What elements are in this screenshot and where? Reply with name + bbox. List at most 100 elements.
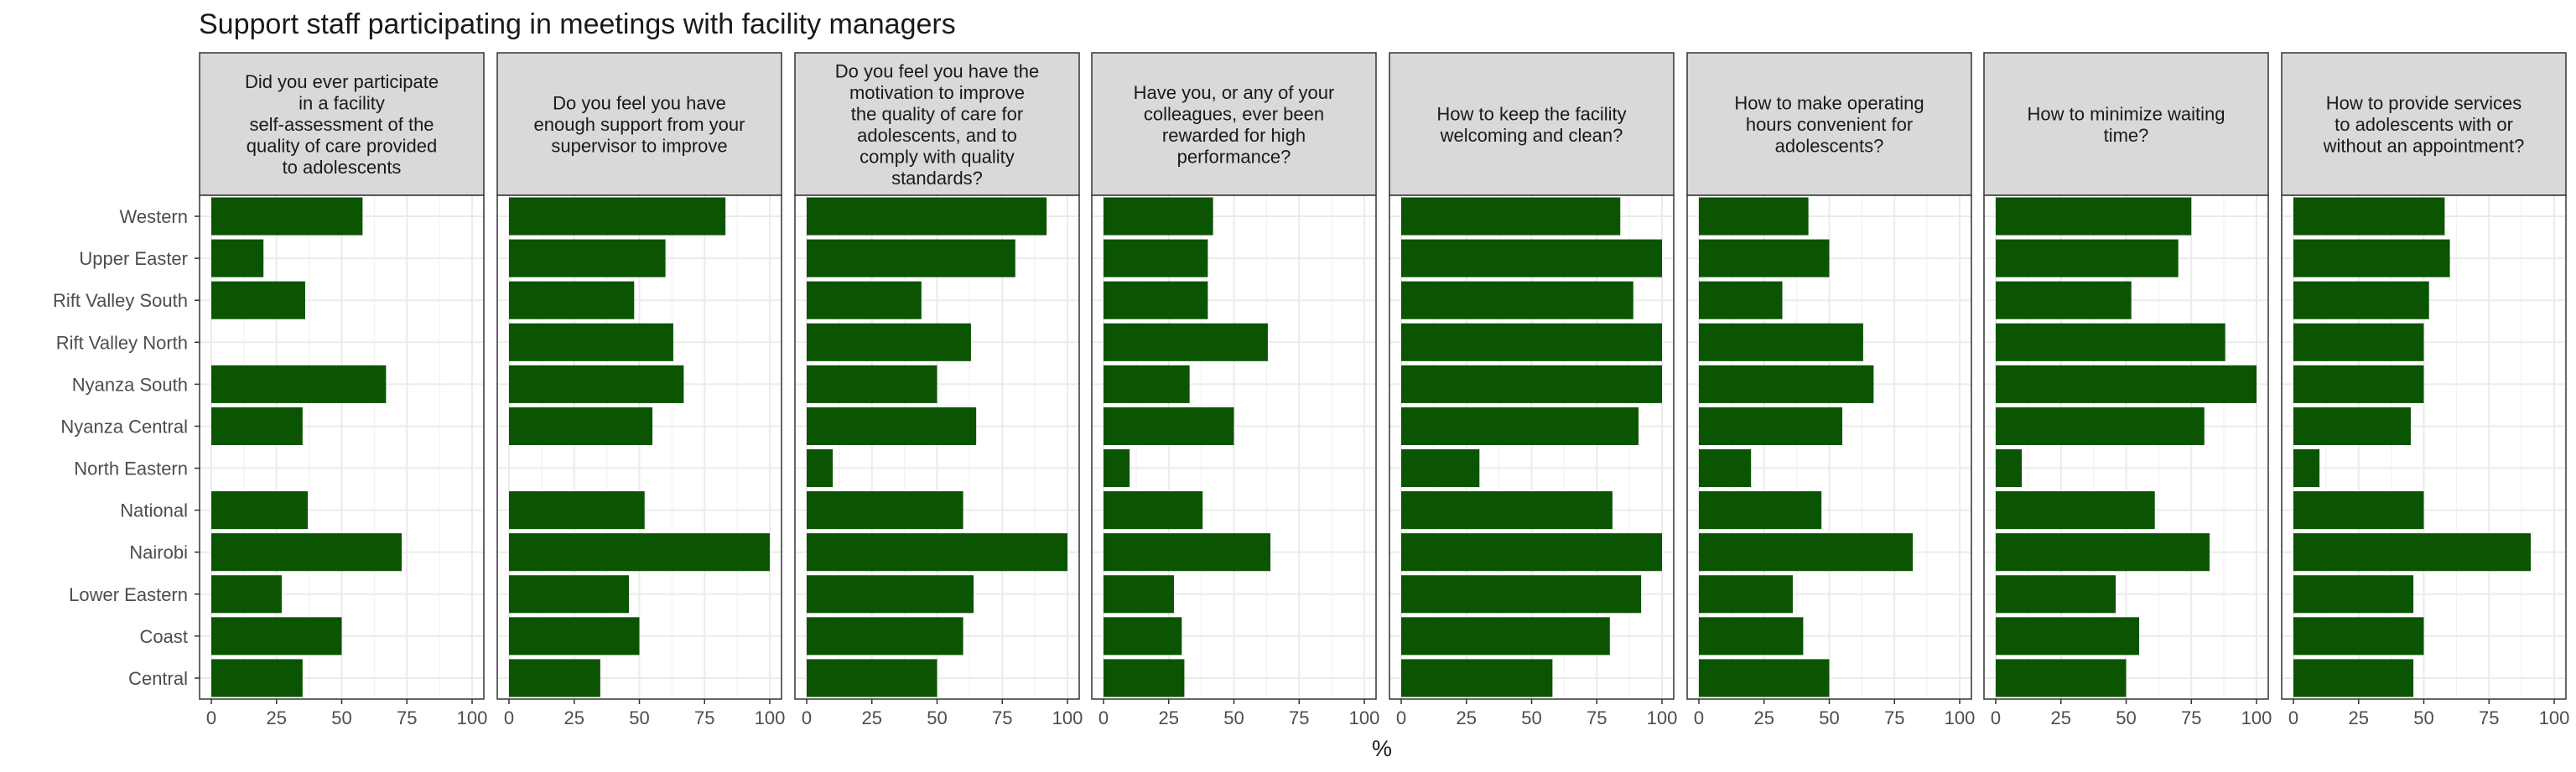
facet-strip <box>794 52 1080 196</box>
y-tick-label: North Eastern <box>74 459 188 479</box>
facet-strip-label: Have you, or any of your colleagues, ever… <box>1134 82 1335 168</box>
facet-strip-label: How to minimize waiting time? <box>2028 103 2225 146</box>
bar <box>1401 365 1662 403</box>
facet-panel: Do you feel you have enough support from … <box>496 52 785 728</box>
x-tick-label: 100 <box>2241 707 2272 728</box>
facet-strip-label: How to provide services to adolescents wi… <box>2323 93 2525 157</box>
facet-panel: How to keep the facility welcoming and cl… <box>1389 52 1677 728</box>
bar <box>1996 659 2127 697</box>
facet-panel: Did you ever participate in a facility sel… <box>199 52 488 728</box>
facet-panel: Have you, or any of your colleagues, ever… <box>1091 52 1380 728</box>
x-tick-label: 75 <box>694 707 714 728</box>
bar <box>1401 323 1662 361</box>
facet-strip-label: Do you feel you have the motivation to im… <box>835 60 1039 189</box>
bar <box>807 365 937 403</box>
bar <box>509 365 684 403</box>
x-tick-label: 75 <box>1289 707 1309 728</box>
bar <box>1996 491 2155 530</box>
facet-strip <box>1389 52 1675 196</box>
bar <box>1104 323 1268 361</box>
y-tick-label: Nyanza South <box>72 374 188 395</box>
x-tick-label: 0 <box>1694 707 1704 728</box>
bar <box>1996 407 2205 445</box>
facet-panels: Did you ever participate in a facility sel… <box>199 52 2569 728</box>
facet-panel: Do you feel you have the motivation to im… <box>794 52 1083 728</box>
x-tick-label: 75 <box>992 707 1012 728</box>
x-tick-label: 25 <box>862 707 882 728</box>
bar <box>1699 491 1822 530</box>
bar <box>807 197 1047 236</box>
bar <box>1401 239 1662 277</box>
bar <box>1104 239 1208 277</box>
bar <box>509 575 630 614</box>
bar <box>509 239 666 277</box>
bar <box>1699 323 1863 361</box>
bar <box>1996 575 2116 614</box>
bar <box>1104 407 1234 445</box>
bar <box>807 659 937 697</box>
bar <box>1401 197 1621 236</box>
bar <box>2293 239 2450 277</box>
bar <box>1104 449 1130 488</box>
facet-panel: How to make operating hours convenient fo… <box>1686 52 1976 728</box>
bar <box>2293 533 2532 572</box>
bar <box>211 533 402 572</box>
y-tick-label: Lower Eastern <box>69 584 188 605</box>
x-tick-label: 100 <box>1349 707 1380 728</box>
bar <box>1699 449 1752 488</box>
bar <box>2293 281 2429 319</box>
facet-strip-label: Do you feel you have enough support from … <box>534 93 745 157</box>
bar <box>1401 617 1610 655</box>
bar <box>2293 197 2445 236</box>
facet-strip-label: Did you ever participate in a facility sel… <box>245 71 439 178</box>
bar <box>211 617 342 655</box>
bar <box>807 323 971 361</box>
bar <box>1401 491 1613 530</box>
bar <box>2293 491 2424 530</box>
bar <box>1104 617 1182 655</box>
bar <box>509 533 770 572</box>
x-tick-label: 25 <box>564 707 584 728</box>
x-tick-label: 75 <box>1587 707 1607 728</box>
y-tick-label: Central <box>128 668 188 689</box>
x-tick-label: 100 <box>457 707 488 728</box>
facet-strip <box>2281 52 2567 196</box>
bar <box>807 617 963 655</box>
x-tick-label: 75 <box>397 707 417 728</box>
facet-strip-label: How to keep the facility welcoming and cl… <box>1436 103 1626 146</box>
bar <box>509 407 653 445</box>
x-tick-label: 25 <box>1754 707 1774 728</box>
y-tick-label: Coast <box>140 626 188 647</box>
bar <box>211 281 305 319</box>
bar <box>1699 365 1874 403</box>
bar <box>1104 491 1203 530</box>
bar <box>1996 449 2023 488</box>
bar <box>1699 533 1914 572</box>
bar <box>1401 407 1639 445</box>
facet-strip <box>1091 52 1377 196</box>
facet-panel: How to provide services to adolescents wi… <box>2281 52 2569 728</box>
bar <box>1699 407 1843 445</box>
y-tick-label: Western <box>119 206 188 227</box>
bar <box>2293 659 2414 697</box>
bar <box>1699 239 1830 277</box>
facet-panel: How to minimize waiting time? 0 25 50 75 100 <box>1983 52 2272 728</box>
bar <box>1401 533 1662 572</box>
bar <box>807 449 834 488</box>
bar <box>1699 659 1830 697</box>
x-tick-label: 100 <box>1945 707 1976 728</box>
y-tick-label: Rift Valley North <box>56 332 188 353</box>
bar <box>1104 281 1208 319</box>
x-tick-label: 75 <box>1884 707 1904 728</box>
bar <box>211 239 264 277</box>
y-tick-label: Rift Valley South <box>53 290 188 311</box>
x-axis-label: % <box>1372 736 1392 761</box>
bar <box>211 575 282 614</box>
bar <box>509 323 673 361</box>
x-tick-label: 50 <box>1521 707 1541 728</box>
bar <box>807 239 1015 277</box>
bar <box>1104 575 1174 614</box>
y-tick-label: Nairobi <box>129 542 188 563</box>
x-tick-label: 0 <box>1098 707 1109 728</box>
